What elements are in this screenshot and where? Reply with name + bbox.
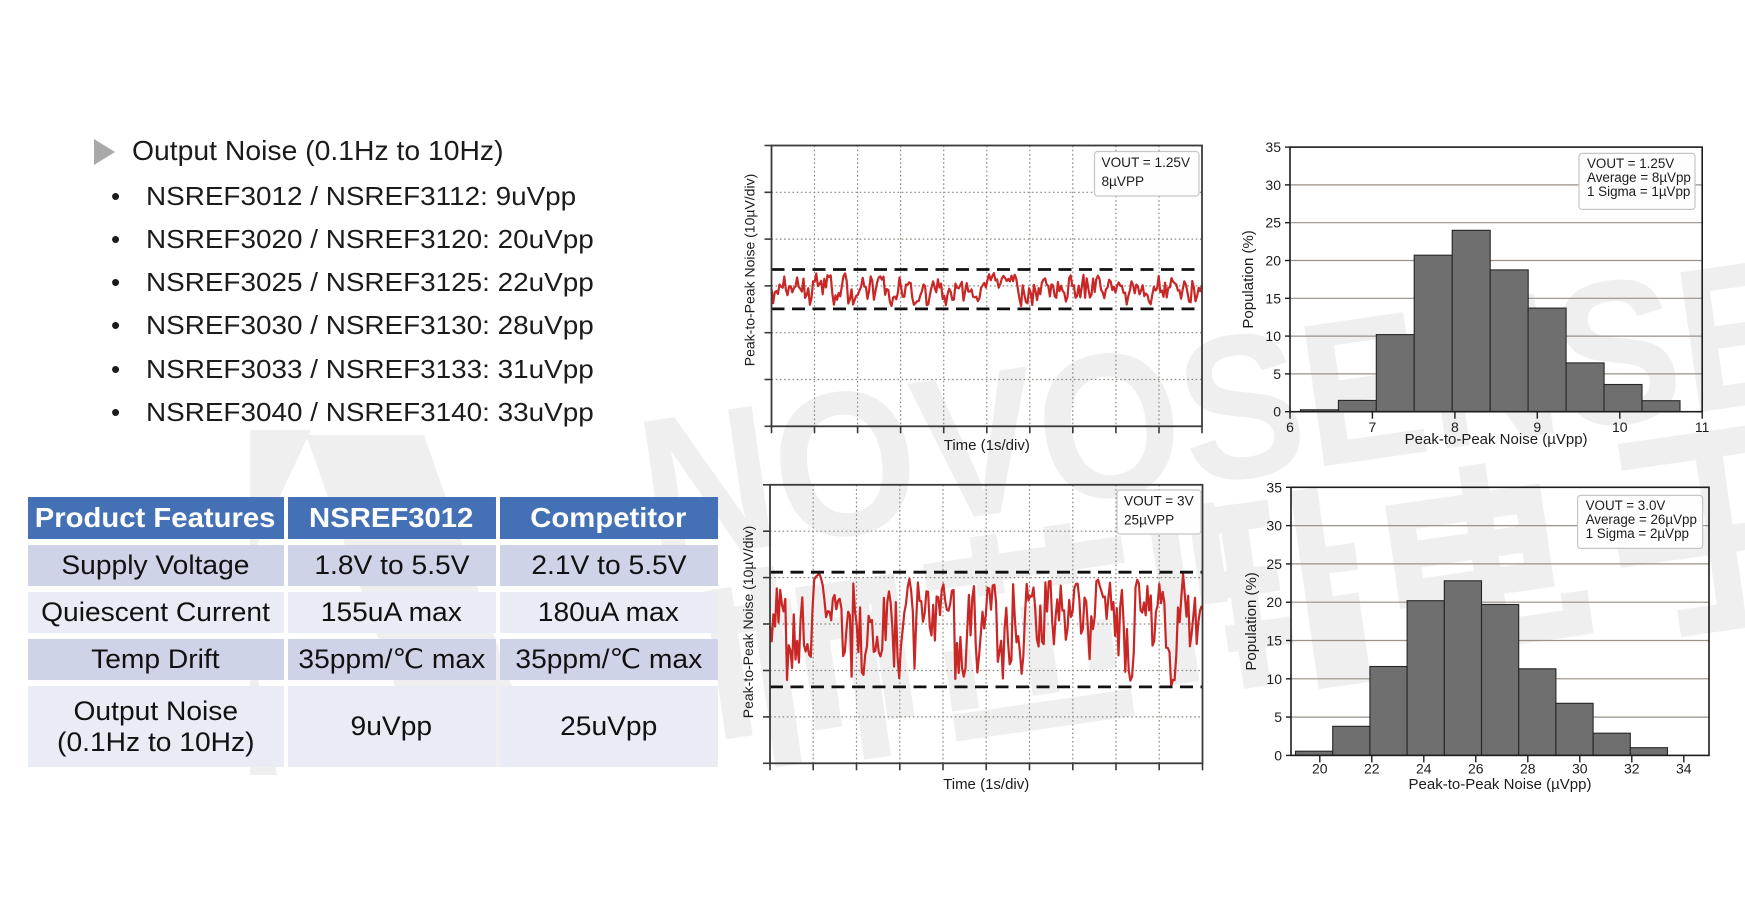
svg-text:Peak-to-Peak Noise (10µV/div): Peak-to-Peak Noise (10µV/div): [742, 174, 758, 366]
svg-text:25µVPP: 25µVPP: [1124, 513, 1174, 528]
svg-text:25: 25: [1266, 556, 1282, 572]
svg-text:6: 6: [1286, 419, 1294, 435]
svg-text:22: 22: [1364, 761, 1380, 777]
svg-text:VOUT = 3.0V: VOUT = 3.0V: [1586, 498, 1666, 513]
svg-text:30: 30: [1265, 177, 1281, 193]
svg-text:28: 28: [1520, 761, 1536, 777]
svg-text:VOUT = 1.25V: VOUT = 1.25V: [1102, 155, 1191, 170]
svg-text:20: 20: [1266, 594, 1282, 610]
svg-text:20: 20: [1312, 761, 1328, 777]
svg-text:Population (%): Population (%): [1243, 572, 1260, 670]
svg-text:Peak-to-Peak Noise (µVpp): Peak-to-Peak Noise (µVpp): [1405, 431, 1588, 448]
svg-text:1 Sigma = 2µVpp: 1 Sigma = 2µVpp: [1586, 526, 1689, 541]
svg-text:35: 35: [1266, 479, 1282, 495]
svg-text:Peak-to-Peak Noise (µVpp): Peak-to-Peak Noise (µVpp): [1409, 776, 1592, 793]
svg-text:25: 25: [1265, 215, 1281, 231]
svg-text:30: 30: [1572, 761, 1588, 777]
svg-text:11: 11: [1695, 419, 1710, 435]
svg-text:30: 30: [1266, 518, 1282, 534]
svg-text:24: 24: [1416, 761, 1432, 777]
svg-text:5: 5: [1274, 709, 1282, 725]
svg-text:10: 10: [1266, 671, 1282, 687]
svg-text:9: 9: [1533, 419, 1541, 435]
svg-text:26: 26: [1468, 761, 1484, 777]
svg-text:8: 8: [1451, 419, 1459, 435]
svg-text:Population (%): Population (%): [1240, 230, 1257, 328]
svg-text:5: 5: [1273, 366, 1281, 382]
svg-text:10: 10: [1612, 419, 1628, 435]
svg-text:20: 20: [1265, 253, 1281, 269]
svg-text:1 Sigma = 1µVpp: 1 Sigma = 1µVpp: [1587, 184, 1690, 199]
svg-text:VOUT = 3V: VOUT = 3V: [1124, 494, 1194, 509]
svg-text:34: 34: [1676, 761, 1692, 777]
svg-text:0: 0: [1274, 747, 1282, 763]
svg-text:15: 15: [1265, 290, 1281, 306]
svg-text:7: 7: [1369, 419, 1377, 435]
svg-text:10: 10: [1265, 328, 1281, 344]
svg-text:0: 0: [1273, 404, 1281, 420]
svg-text:Average = 8µVpp: Average = 8µVpp: [1587, 170, 1691, 185]
svg-text:VOUT = 1.25V: VOUT = 1.25V: [1587, 156, 1674, 171]
svg-text:8µVPP: 8µVPP: [1102, 174, 1145, 189]
svg-text:32: 32: [1624, 761, 1640, 777]
svg-text:Average = 26µVpp: Average = 26µVpp: [1586, 512, 1697, 527]
svg-text:15: 15: [1266, 633, 1282, 649]
svg-text:Time (1s/div): Time (1s/div): [944, 437, 1030, 454]
svg-text:Time (1s/div): Time (1s/div): [943, 776, 1029, 793]
svg-text:Peak-to-Peak Noise (10µV/div): Peak-to-Peak Noise (10µV/div): [740, 526, 756, 718]
svg-text:35: 35: [1265, 139, 1281, 155]
